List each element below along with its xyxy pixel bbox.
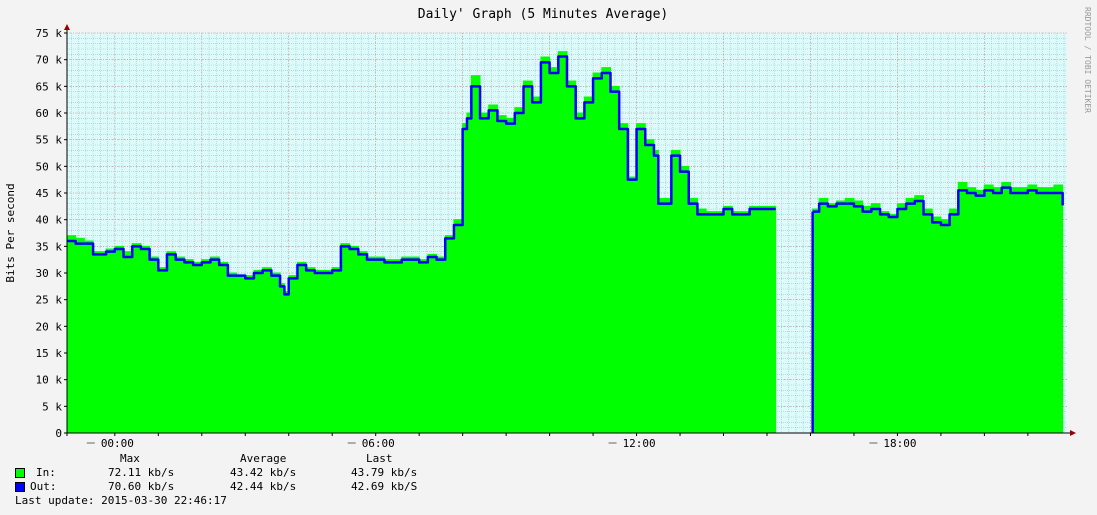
x-tick-label: 00:00 — [101, 437, 134, 450]
chart-title: Daily' Graph (5 Minutes Average) — [418, 7, 668, 22]
legend: Max Average Last In: 72.11 kb/s 43.42 kb… — [0, 452, 1097, 515]
series-out-line — [812, 186, 1064, 227]
x-tick-label: 12:00 — [623, 437, 656, 450]
axes: 0 5 k 10 k 15 k 20 k 25 k 30 k 35 k 40 k 45 k 50 k… — [36, 24, 1076, 450]
y-axis-arrow — [64, 24, 70, 30]
legend-swatch-out — [15, 482, 25, 492]
rrdtool-watermark: RRDTOOL / TOBI OETIKER — [1083, 7, 1092, 113]
y-tick-label: 35 k — [36, 240, 63, 253]
y-axis-label: Bits Per second — [4, 183, 17, 282]
series-out-line — [67, 55, 776, 296]
y-tick-label: 60 k — [36, 107, 63, 120]
x-axis-arrow — [1070, 430, 1076, 436]
legend-last-out: 42.69 kb/S — [351, 480, 418, 493]
y-tick-label: 0 — [55, 427, 62, 440]
legend-header-average: Average — [240, 452, 287, 465]
y-tick-label: 40 k — [36, 214, 63, 227]
legend-max-out: 70.60 kb/s — [108, 480, 175, 493]
x-tick-label: 06:00 — [362, 437, 395, 450]
legend-average-in: 43.42 kb/s — [230, 466, 297, 479]
legend-label-out: Out: — [30, 480, 57, 493]
last-update: Last update: 2015-03-30 22:46:17 — [15, 494, 227, 507]
y-tick-label: 75 k — [36, 27, 63, 40]
legend-header-max: Max — [120, 452, 140, 465]
legend-max-in: 72.11 kb/s — [108, 466, 175, 479]
y-tick-label: 10 k — [36, 374, 63, 387]
legend-average-out: 42.44 kb/s — [230, 480, 297, 493]
y-tick-label: 55 k — [36, 134, 63, 147]
y-tick-label: 25 k — [36, 294, 63, 307]
y-tick-label: 70 k — [36, 54, 63, 67]
y-tick-label: 50 k — [36, 160, 63, 173]
y-tick-label: 5 k — [42, 400, 62, 413]
legend-swatch-in — [15, 468, 25, 478]
series-layer — [66, 51, 1064, 434]
legend-label-in: In: — [36, 466, 56, 479]
y-tick-label: 30 k — [36, 267, 63, 280]
legend-header-last: Last — [366, 452, 393, 465]
legend-last-in: 43.79 kb/s — [351, 466, 418, 479]
y-tick-label: 65 k — [36, 80, 63, 93]
y-tick-label: 15 k — [36, 347, 63, 360]
series-in-area — [812, 181, 1064, 434]
y-tick-label: 20 k — [36, 320, 63, 333]
x-tick-label: 18:00 — [883, 437, 916, 450]
daily-traffic-chart: Daily' Graph (5 Minutes Average) Bits Pe… — [4, 7, 1092, 450]
y-tick-label: 45 k — [36, 187, 63, 200]
